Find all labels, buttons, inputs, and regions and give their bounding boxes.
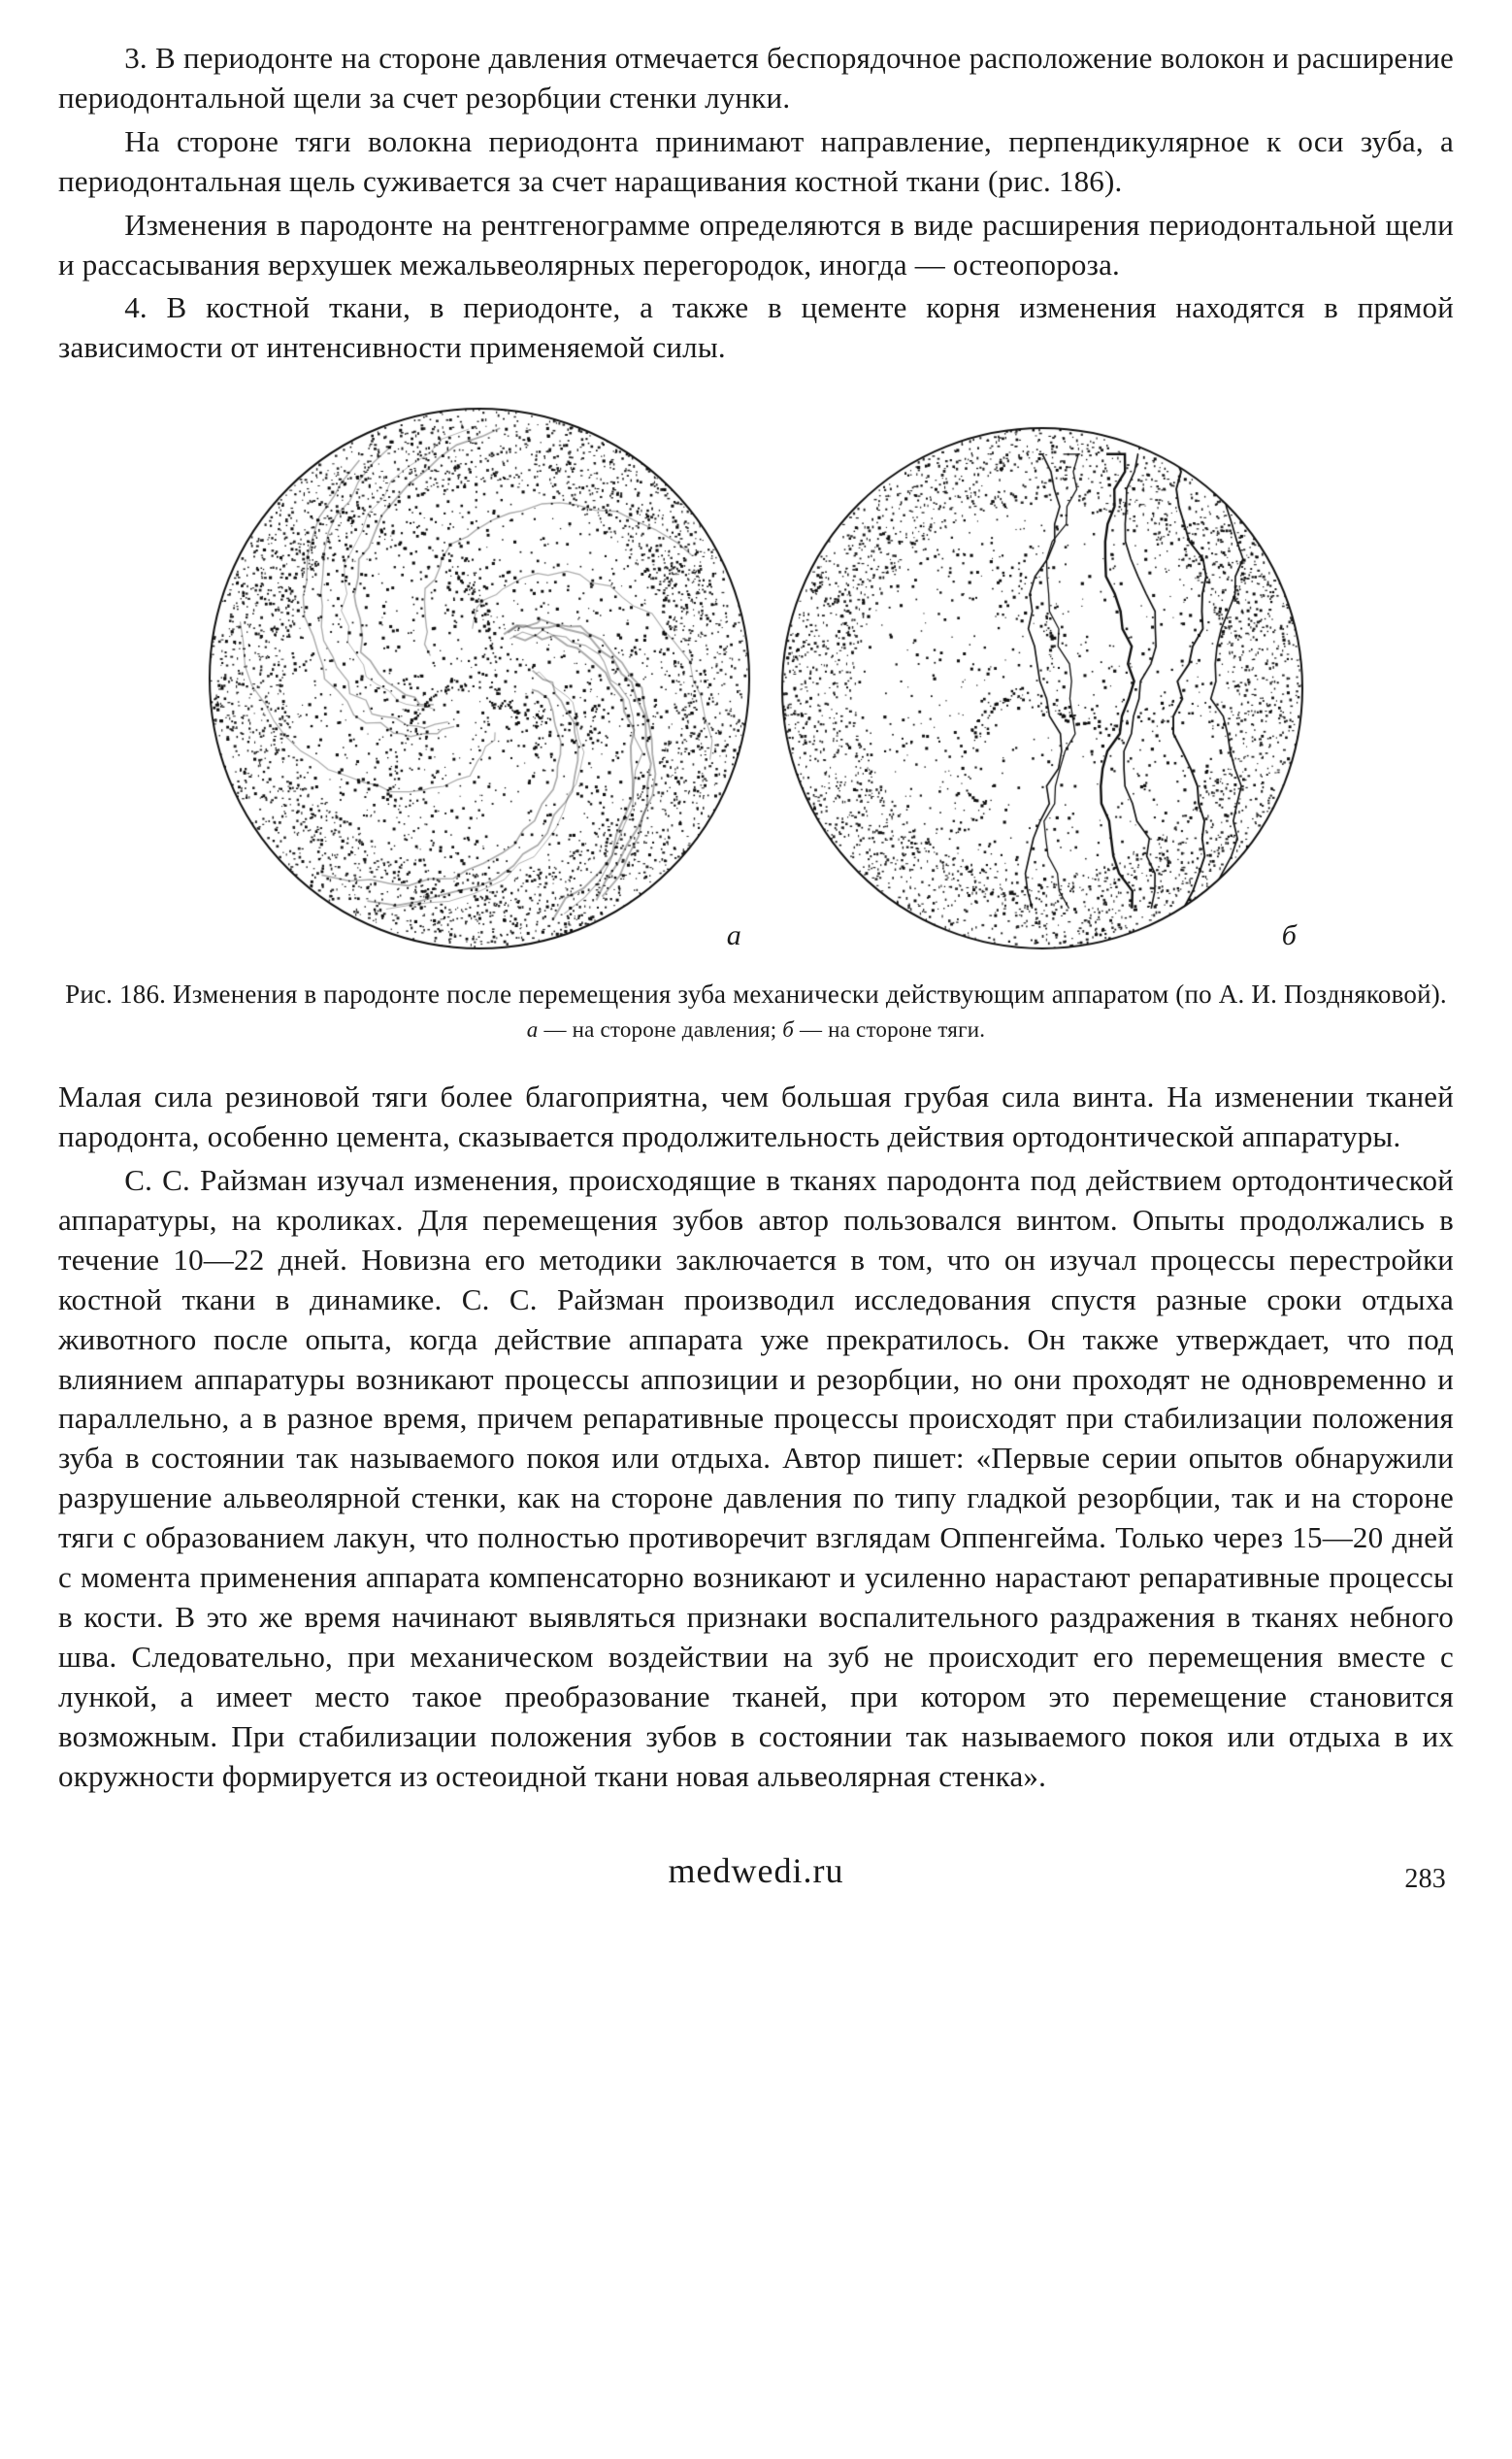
figure-subcaption-a-text: — на стороне давления; bbox=[539, 1017, 783, 1042]
figure-subcaption-a-letter: а bbox=[527, 1017, 539, 1042]
paragraph-3c: Изменения в пародонте на рентгенограмме … bbox=[58, 206, 1454, 285]
figure-subletter-b: б bbox=[1282, 916, 1297, 955]
figure-subcaption-b-text: — на стороне тяги. bbox=[794, 1017, 985, 1042]
micrograph-a bbox=[208, 407, 751, 950]
figure-subcaption-b-letter: б bbox=[782, 1017, 794, 1042]
paragraph-3: 3. В периодонте на стороне давления отме… bbox=[58, 39, 1454, 118]
figure-images-row: а б bbox=[58, 407, 1454, 950]
paragraph-3b: На стороне тяги волокна периодонта прини… bbox=[58, 122, 1454, 202]
micrograph-a-wrap: а bbox=[208, 407, 751, 950]
paragraph-6: С. С. Райзман изучал изменения, происход… bbox=[58, 1161, 1454, 1797]
figure-caption: Рис. 186. Изменения в пародонте после пе… bbox=[58, 978, 1454, 1012]
figure-subletter-a: а bbox=[727, 916, 741, 955]
figure-186: а б Рис. 186. Изменения в пародонте посл… bbox=[58, 407, 1454, 1045]
figure-subcaption: а — на стороне давления; б — на стороне … bbox=[58, 1015, 1454, 1045]
paragraph-5: Малая сила резиновой тяги более благопри… bbox=[58, 1078, 1454, 1157]
micrograph-b bbox=[780, 426, 1304, 950]
page-container: 3. В периодонте на стороне давления отме… bbox=[0, 0, 1512, 1927]
paragraph-4: 4. В костной ткани, в периодонте, а такж… bbox=[58, 288, 1454, 368]
micrograph-b-wrap: б bbox=[780, 426, 1304, 950]
